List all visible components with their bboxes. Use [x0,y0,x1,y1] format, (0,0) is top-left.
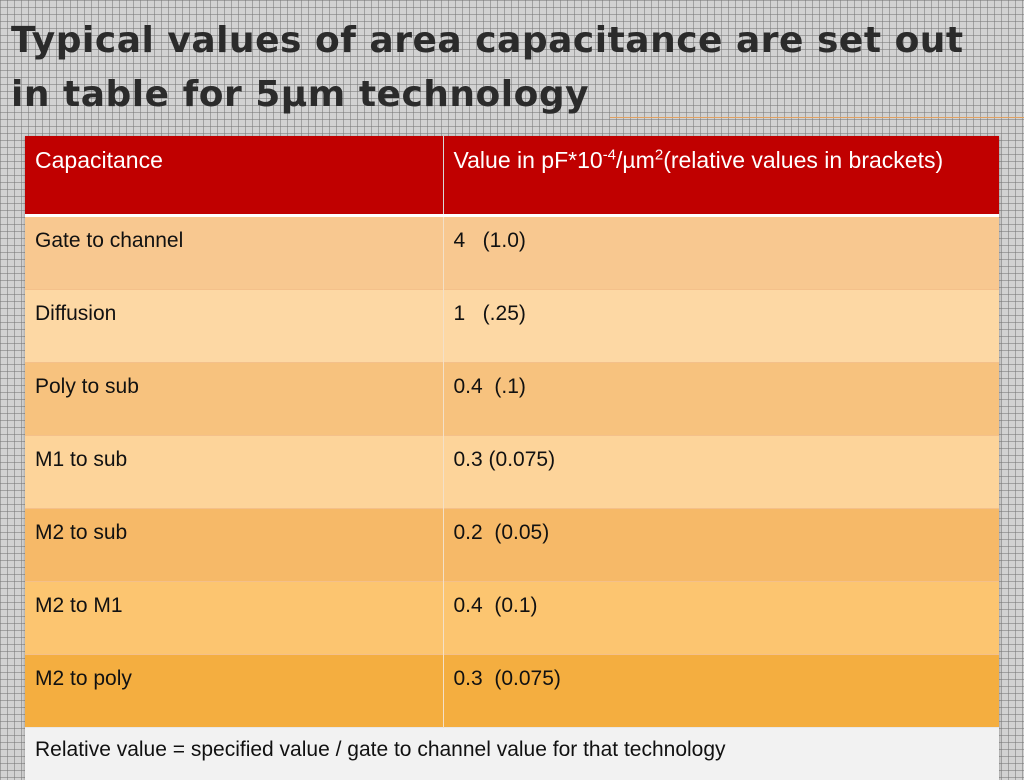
row-capacitance-value: 0.4 (0.1) [443,582,999,655]
title-divider [610,117,1024,118]
table-row: M2 to sub 0.2 (0.05) [25,509,999,582]
row-capacitance-value: 0.3 (0.075) [443,436,999,509]
row-capacitance-value: 1 (.25) [443,290,999,363]
header-value-unit: /µm [616,147,655,173]
row-capacitance-name: M2 to poly [25,655,443,728]
header-value: Value in pF*10-4/µm2(relative values in … [443,136,999,216]
table-footer: Relative value = specified value / gate … [25,728,999,780]
row-capacitance-name: M2 to sub [25,509,443,582]
slide-title-line-2: in table for 5µm technology [11,74,589,115]
footer-row: Relative value = specified value / gate … [25,728,999,780]
header-value-prefix: Value in pF*10 [454,147,603,173]
table-row: Poly to sub 0.4 (.1) [25,363,999,436]
row-capacitance-name: Poly to sub [25,363,443,436]
footer-note: Relative value = specified value / gate … [25,728,999,780]
table-row: Diffusion 1 (.25) [25,290,999,363]
slide-title-line-1: Typical values of area capacitance are s… [11,20,964,61]
slide-title: Typical values of area capacitance are s… [11,14,1011,122]
table-row: M1 to sub 0.3 (0.075) [25,436,999,509]
table-row: Gate to channel 4 (1.0) [25,216,999,290]
row-capacitance-name: Gate to channel [25,216,443,290]
header-value-unit-exponent: 2 [655,146,663,163]
header-capacitance: Capacitance [25,136,443,216]
table-row: M2 to M1 0.4 (0.1) [25,582,999,655]
table-row: M2 to poly 0.3 (0.075) [25,655,999,728]
row-capacitance-name: M1 to sub [25,436,443,509]
header-row: Capacitance Value in pF*10-4/µm2(relativ… [25,136,999,216]
row-capacitance-value: 0.3 (0.075) [443,655,999,728]
row-capacitance-name: Diffusion [25,290,443,363]
capacitance-table: Capacitance Value in pF*10-4/µm2(relativ… [25,136,999,780]
row-capacitance-value: 0.2 (0.05) [443,509,999,582]
table-body: Gate to channel 4 (1.0) Diffusion 1 (.25… [25,216,999,728]
row-capacitance-value: 4 (1.0) [443,216,999,290]
header-value-suffix: (relative values in brackets) [663,147,943,173]
header-value-exponent: -4 [603,146,616,163]
row-capacitance-value: 0.4 (.1) [443,363,999,436]
row-capacitance-name: M2 to M1 [25,582,443,655]
table-header: Capacitance Value in pF*10-4/µm2(relativ… [25,136,999,216]
